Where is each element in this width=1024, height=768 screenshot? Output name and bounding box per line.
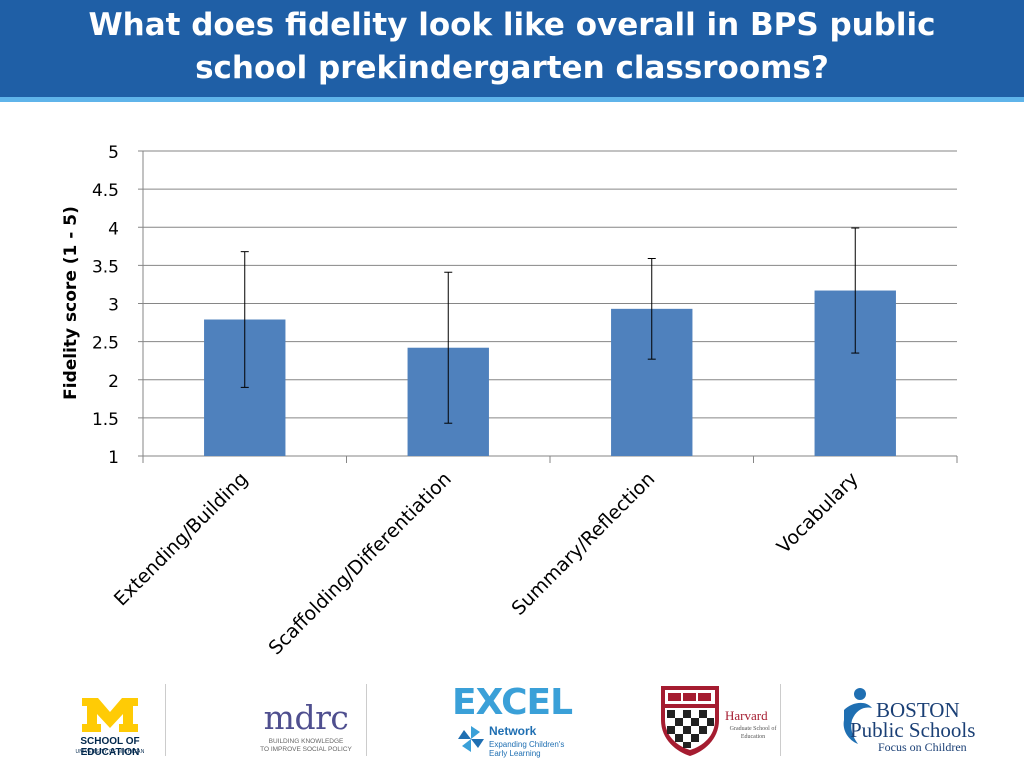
y-tick-label: 3.5	[92, 257, 119, 277]
mdrc-logo: mdrc BUILDING KNOWLEDGE TO IMPROVE SOCIA…	[245, 680, 367, 760]
slide-header	[0, 0, 1024, 97]
harvard-shield-icon	[661, 686, 719, 756]
slide-title-line-1: What does fidelity look like overall in …	[88, 7, 936, 43]
logo-divider	[780, 684, 781, 756]
y-tick-label: 5	[108, 143, 119, 163]
excel-tagline-2: Early Learning	[489, 749, 541, 758]
umich-logo: SCHOOL OF EDUCATION UNIVERSITY OF MICHIG…	[50, 680, 170, 760]
mdrc-tagline: BUILDING KNOWLEDGE TO IMPROVE SOCIAL POL…	[245, 738, 367, 754]
harvard-logo: Harvard Graduate School of Education	[657, 680, 781, 760]
logo-divider	[366, 684, 367, 756]
slide-title: What does fidelity look like overall in …	[20, 4, 1004, 90]
mdrc-wordmark: mdrc	[263, 698, 349, 737]
y-tick-label: 1	[108, 448, 119, 468]
excel-wordmark: EXCEL	[452, 682, 573, 723]
y-tick-label: 4.5	[92, 181, 119, 201]
y-tick-label: 4	[108, 219, 119, 239]
header-stripe	[0, 97, 1024, 102]
slide-title-line-2: school prekindergarten classrooms?	[195, 50, 829, 86]
x-tick-label: Extending/Building	[110, 468, 252, 610]
bps-public-schools-text: Public Schools	[850, 718, 976, 742]
excel-tagline-1: Expanding Children's	[489, 740, 565, 749]
pinwheel-icon	[458, 726, 484, 752]
mdrc-tagline-2: TO IMPROVE SOCIAL POLICY	[260, 746, 352, 753]
x-tick-label: Vocabulary	[773, 468, 863, 558]
bar-chart: 1 1.5 2 2.5 3 3.5 4 4.5 5 Extending/Building Scaf…	[61, 143, 958, 659]
mdrc-tagline-1: BUILDING KNOWLEDGE	[268, 738, 344, 745]
block-m-icon	[82, 698, 138, 732]
x-tick-labels: Extending/Building Scaffolding/Differenti…	[110, 468, 863, 659]
logo-divider	[165, 684, 166, 756]
boston-public-schools-logo: BOSTON Public Schools Focus on Children	[836, 680, 981, 760]
bps-focus-text: Focus on Children	[878, 740, 967, 754]
umich-school-text: SCHOOL OF EDUCATION	[80, 736, 140, 758]
error-bars	[240, 227, 860, 424]
x-tick-label: Summary/Reflection	[507, 468, 659, 620]
excel-network-logo: EXCEL Network Expanding Children's Early…	[452, 680, 577, 760]
harvard-school-text: Graduate School of Education	[729, 726, 777, 740]
y-tick-label: 2	[108, 372, 119, 392]
x-tick-label: Scaffolding/Differentiation	[264, 468, 455, 659]
y-axis-label: Fidelity score (1 - 5)	[61, 206, 81, 400]
excel-network-text: Network	[489, 724, 537, 738]
y-tick-labels: 1 1.5 2 2.5 3 3.5 4 4.5 5	[92, 143, 119, 468]
y-tick-label: 2.5	[92, 334, 119, 354]
y-tick-label: 3	[108, 296, 119, 316]
excel-tagline: Expanding Children's Early Learning	[489, 740, 564, 758]
umich-university-text: UNIVERSITY OF MICHIGAN	[75, 749, 145, 755]
y-tick-label: 1.5	[92, 410, 119, 430]
bars	[204, 290, 896, 456]
bps-boston-text: BOSTON	[876, 698, 960, 722]
harvard-name-text: Harvard	[725, 708, 768, 723]
person-figure-icon	[843, 688, 872, 744]
